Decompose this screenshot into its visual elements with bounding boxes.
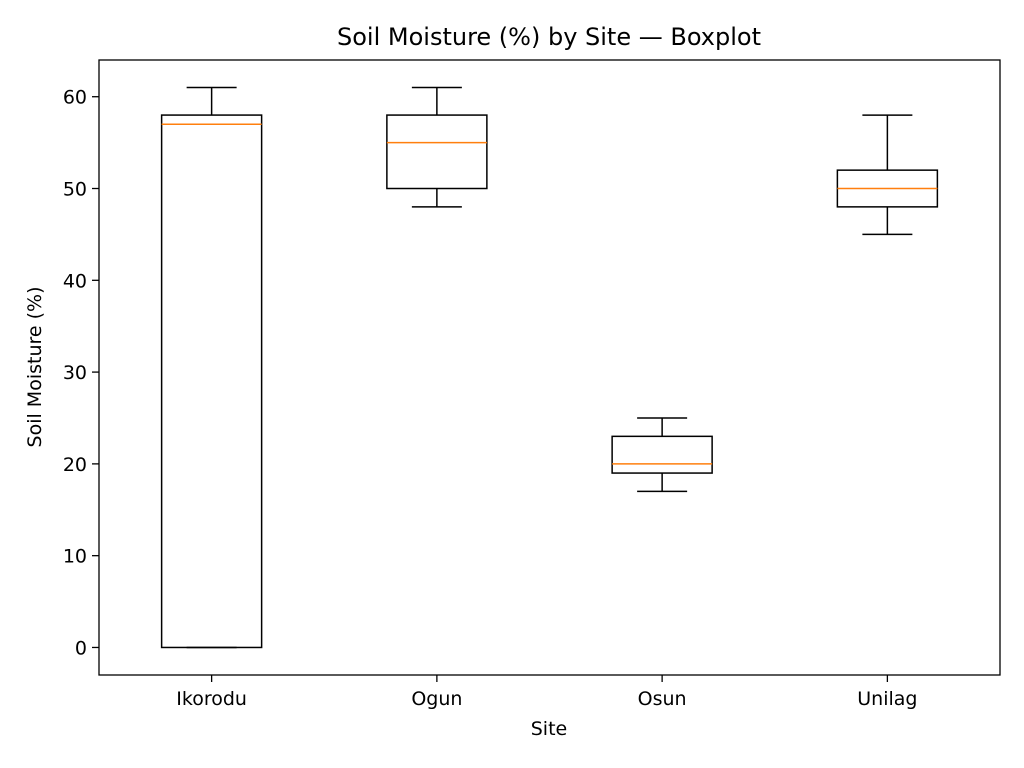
x-axis-label: Site — [531, 718, 567, 740]
x-tick-label: Unilag — [857, 688, 917, 710]
y-tick-label: 50 — [63, 179, 87, 201]
plot-area — [160, 86, 939, 649]
chart-title: Soil Moisture (%) by Site — Boxplot — [337, 23, 761, 51]
plot-frame — [98, 59, 1001, 676]
y-tick-label: 0 — [75, 637, 87, 659]
y-tick-label: 20 — [63, 454, 87, 476]
x-tick-label: Ogun — [411, 688, 462, 710]
box-osun — [611, 435, 713, 474]
box-ogun — [386, 114, 488, 190]
box-ikorodu — [160, 114, 263, 649]
x-tick-label: Osun — [638, 688, 687, 710]
y-tick-label: 10 — [63, 546, 87, 568]
x-tick-label: Ikorodu — [176, 688, 247, 710]
y-tick-label: 60 — [63, 87, 87, 109]
y-axis-label: Soil Moisture (%) — [24, 287, 46, 448]
y-tick-label: 30 — [63, 362, 87, 384]
y-tick-label: 40 — [63, 270, 87, 292]
